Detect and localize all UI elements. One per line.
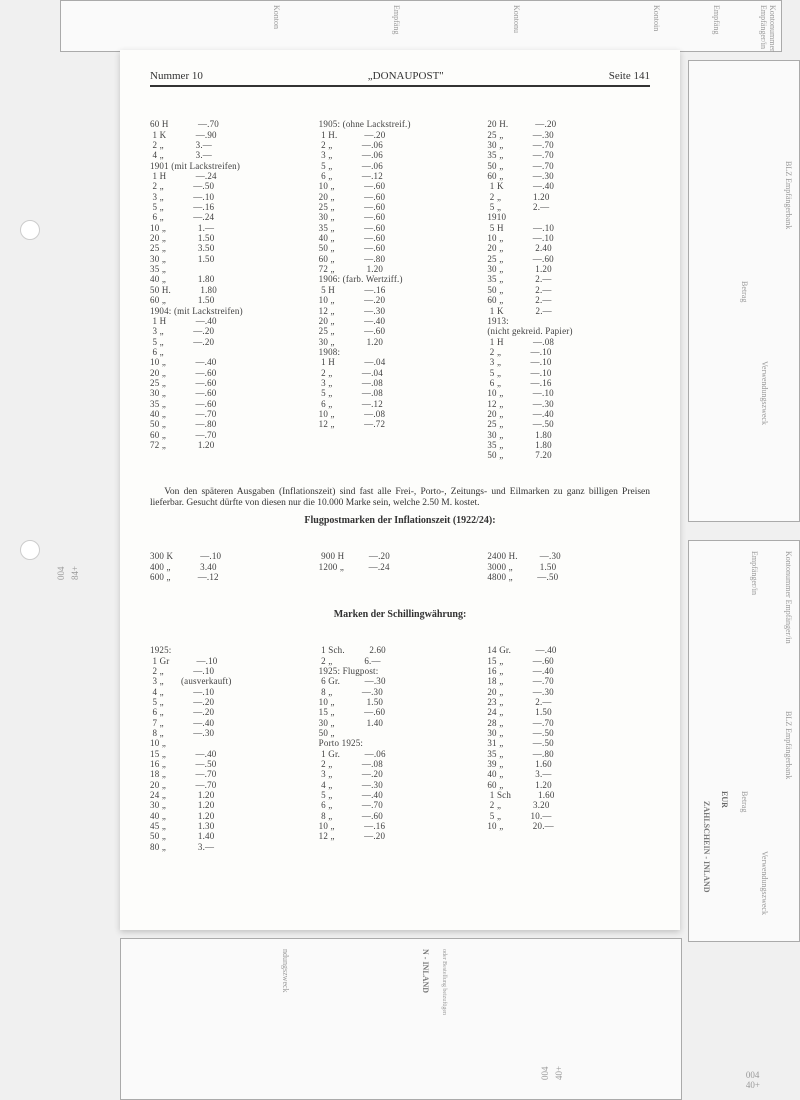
catalog-col: 14 Gr. —.40 15 „ —.60 16 „ —.40 18 „ —.7… xyxy=(487,645,650,852)
form-label: Kontonummer Empfänger/in xyxy=(759,5,777,52)
catalog-col: 2400 H. —.30 3000 „ 1.50 4800 „ —.50 xyxy=(487,551,650,582)
form-label: Kontonu xyxy=(512,5,521,33)
form-label: BLZ Empfängerbank xyxy=(784,161,793,229)
catalog-block-schilling: 1925: 1 Gr —.10 2 „ —.10 3 „ (ausverkauf… xyxy=(150,625,650,873)
form-strip-right-lower: Kontonummer Empfänger/in Empfänger/in BL… xyxy=(688,540,800,942)
catalog-col: 900 H —.20 1200 „ —.24 xyxy=(319,551,482,582)
catalog-block-flug: 300 K —.10 400 „ 3.40 600 „ —.12 900 H —… xyxy=(150,531,650,603)
form-label: Kontoin xyxy=(652,5,661,31)
form-label: Kontonummer Empfänger/in xyxy=(784,551,793,644)
marginal-text: 84+ xyxy=(70,566,80,580)
form-label-zahlschein: ZAHLSCHEIN - INLAND xyxy=(702,801,711,893)
form-strip-bottom: ndungszweck N - INLAND oder Bestellung b… xyxy=(120,938,682,1100)
catalogue-page: Nummer 10 „DONAUPOST" Seite 141 60 H —.7… xyxy=(120,50,680,930)
punch-hole xyxy=(20,540,40,560)
form-label: BLZ Empfängerbank xyxy=(784,711,793,779)
marginal-text: 40+ xyxy=(554,1066,564,1080)
header-title: „DONAUPOST" xyxy=(368,70,444,83)
form-strip-top: Kontonummer Empfänger/in Empfäng Kontoin… xyxy=(60,0,782,52)
form-label: Empfäng xyxy=(392,5,401,34)
paragraph-inflation: Von den späteren Ausgaben (Inflationszei… xyxy=(150,487,650,509)
marginal-text: 004 40+ xyxy=(746,1070,760,1090)
catalog-col: 1925: 1 Gr —.10 2 „ —.10 3 „ (ausverkauf… xyxy=(150,645,313,852)
form-label: Empfänger/in xyxy=(750,551,759,595)
form-label: oder Bestellung beizufügen xyxy=(441,949,447,1015)
marginal-text: 004 xyxy=(540,1067,550,1081)
section-heading-schilling: Marken der Schillingwährung: xyxy=(150,609,650,621)
form-label: ndungszweck xyxy=(281,949,290,993)
header-page: Seite 141 xyxy=(609,70,650,83)
catalog-col: 300 K —.10 400 „ 3.40 600 „ —.12 xyxy=(150,551,313,582)
form-label: Betrag xyxy=(740,281,749,302)
marginal-text: 004 xyxy=(56,567,66,581)
catalog-col: 1905: (ohne Lackstreif.) 1 H. —.20 2 „ —… xyxy=(319,119,482,460)
catalog-col: 60 H —.70 1 K —.90 2 „ 3.— 4 „ 3.— 1901 … xyxy=(150,119,313,460)
form-label: Verwendungszweck xyxy=(760,361,769,425)
section-heading-flugpost: Flugpostmarken der Inflationszeit (1922/… xyxy=(150,515,650,527)
form-label-eur: EUR xyxy=(720,791,729,808)
form-label: Verwendungszweck xyxy=(760,851,769,915)
header-issue: Nummer 10 xyxy=(150,70,203,83)
form-label: Betrag xyxy=(740,791,749,812)
catalog-block-1: 60 H —.70 1 K —.90 2 „ 3.— 4 „ 3.— 1901 … xyxy=(150,99,650,482)
form-strip-right-upper: BLZ Empfängerbank Betrag Verwendungszwec… xyxy=(688,60,800,522)
form-label: Konton xyxy=(272,5,281,29)
catalog-col: 1 Sch. 2.60 2 „ 6.— 1925: Flugpost: 6 Gr… xyxy=(319,645,482,852)
catalog-col: 20 H. —.20 25 „ —.30 30 „ —.70 35 „ —.70… xyxy=(487,119,650,460)
form-label: Empfäng xyxy=(712,5,721,34)
page-header: Nummer 10 „DONAUPOST" Seite 141 xyxy=(150,70,650,87)
punch-hole xyxy=(20,220,40,240)
form-label-inland: N - INLAND xyxy=(421,949,430,993)
